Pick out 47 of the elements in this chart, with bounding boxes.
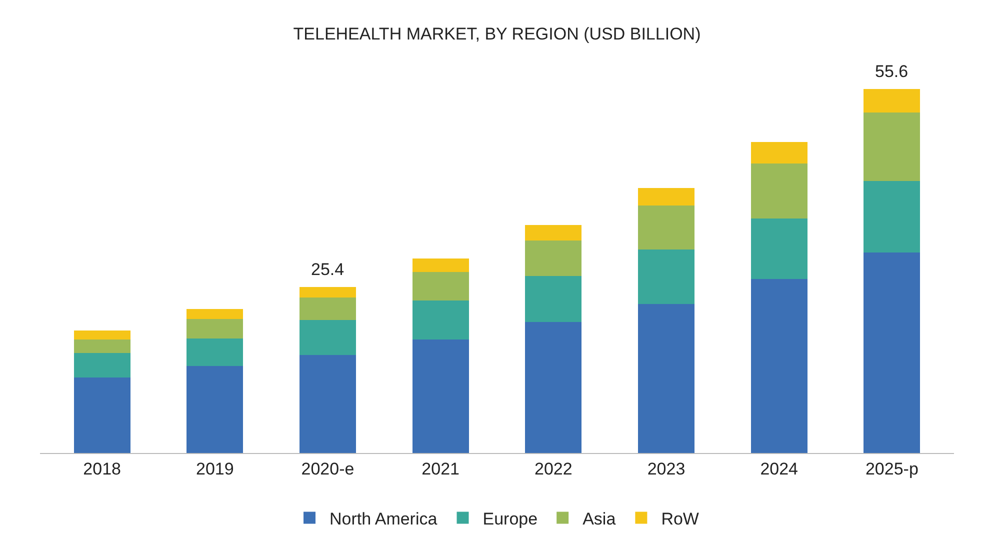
bar <box>638 250 694 304</box>
bar <box>300 297 356 320</box>
annotation: 55.6 <box>875 62 908 81</box>
legend-label: North America <box>330 509 438 528</box>
x-tick-label: 2025-p <box>865 459 918 478</box>
bar <box>186 308 244 320</box>
bar <box>412 339 469 453</box>
bar <box>525 322 582 453</box>
x-tick-label: 2020-e <box>301 459 354 478</box>
bar <box>864 180 920 252</box>
bar <box>525 276 582 322</box>
bar <box>750 163 808 219</box>
x-tick-label: 2024 <box>760 459 798 478</box>
bar <box>750 218 808 280</box>
x-tick-label: 2019 <box>196 459 234 478</box>
bar <box>74 377 130 453</box>
x-tick-label: 2021 <box>422 459 460 478</box>
bar <box>525 225 582 240</box>
x-tick-label: 2018 <box>83 459 121 478</box>
bar <box>864 89 920 112</box>
bar <box>412 258 469 272</box>
legend-label: Asia <box>582 509 616 528</box>
x-tick-label: 2023 <box>647 459 686 478</box>
legend-label: RoW <box>661 509 699 528</box>
bar <box>300 287 356 298</box>
bar <box>186 319 244 338</box>
bar <box>638 188 694 206</box>
bar <box>300 354 356 453</box>
bar <box>412 272 469 301</box>
bar <box>525 240 582 276</box>
bar <box>300 320 356 355</box>
bar <box>864 112 920 181</box>
bar <box>412 300 469 340</box>
bar <box>750 142 808 164</box>
bar <box>864 252 920 453</box>
legend-label: Europe <box>482 509 538 528</box>
bar <box>750 279 808 453</box>
bar <box>74 339 130 353</box>
bar <box>638 206 694 250</box>
annotation: 25.4 <box>311 260 344 279</box>
bar <box>186 338 244 366</box>
bar <box>74 352 130 378</box>
x-tick-label: 2022 <box>534 459 572 478</box>
bar <box>186 366 244 453</box>
bar <box>638 304 694 453</box>
bar <box>74 330 130 340</box>
chart-title: TELEHEALTH MARKET, BY REGION (USD BILLION) <box>293 24 701 44</box>
